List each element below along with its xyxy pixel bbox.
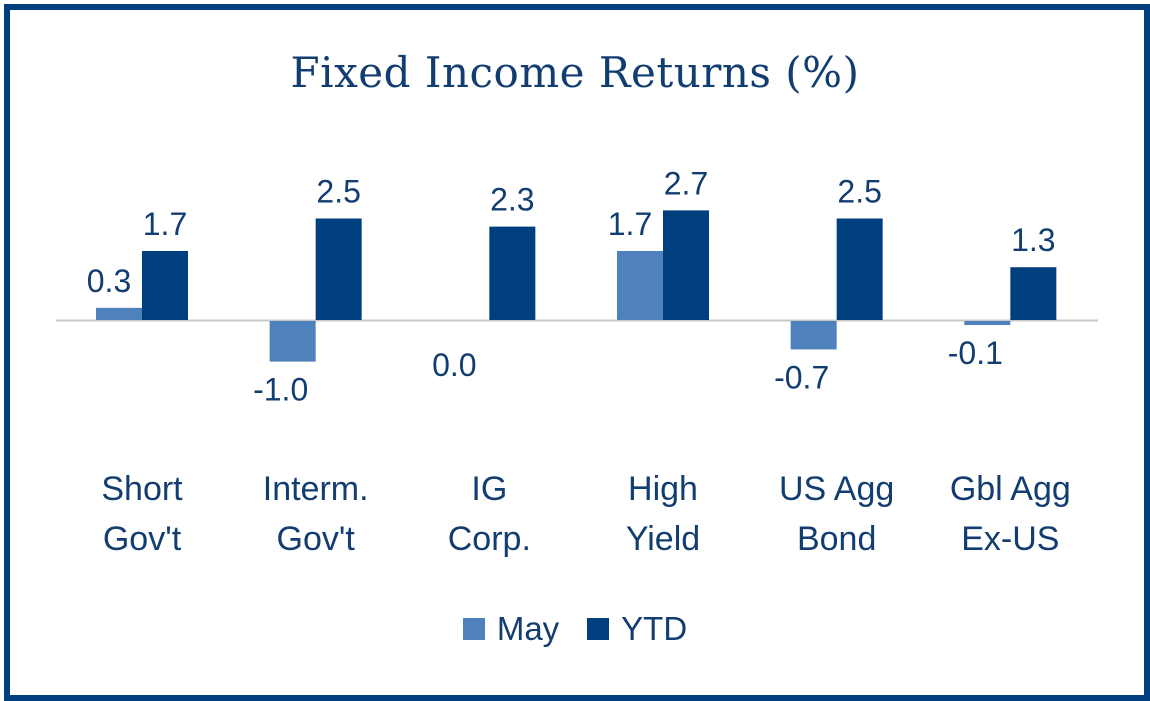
data-label-ytd-1: 2.5: [316, 174, 360, 210]
data-label-ytd-0: 1.7: [143, 206, 187, 242]
data-label-may-2: 0.0: [432, 347, 476, 383]
category-label-5-1: Ex-US: [961, 520, 1059, 558]
bar-may-0: [96, 307, 142, 320]
category-label-1-0: Interm.: [263, 470, 369, 508]
category-label-4-0: US Agg: [779, 470, 894, 508]
data-label-may-3: 1.7: [608, 206, 652, 242]
legend-label-may: May: [496, 610, 560, 647]
legend-item-may: May: [462, 610, 560, 648]
data-label-may-1: -1.0: [253, 372, 308, 408]
bar-ytd-5: [1010, 267, 1057, 320]
category-label-5-0: Gbl Agg: [950, 470, 1071, 508]
bar-ytd-1: [315, 218, 362, 320]
category-label-0-1: Gov't: [103, 520, 182, 558]
legend: May YTD: [0, 610, 1150, 648]
data-label-ytd-3: 2.7: [664, 165, 708, 201]
data-label-may-5: -0.1: [948, 335, 1003, 371]
bar-ytd-0: [142, 250, 188, 320]
bar-ytd-4: [836, 218, 883, 320]
bar-may-3: [617, 250, 663, 320]
category-label-3-0: High: [628, 470, 698, 508]
bar-may-5: [964, 321, 1011, 326]
data-label-ytd-4: 2.5: [837, 174, 881, 210]
category-label-2-0: IG: [471, 470, 507, 508]
bar-may-1: [269, 321, 316, 362]
legend-swatch-may: [462, 618, 485, 640]
legend-item-ytd: YTD: [587, 610, 687, 648]
data-label-may-4: -0.7: [774, 359, 829, 395]
legend-swatch-ytd: [587, 618, 610, 640]
category-label-1-1: Gov't: [277, 520, 356, 558]
category-label-3-1: Yield: [626, 520, 700, 558]
data-label-may-0: 0.3: [87, 263, 131, 299]
bar-may-4: [790, 321, 837, 350]
chart-frame: [4, 4, 1150, 701]
data-label-ytd-2: 2.3: [490, 182, 534, 218]
data-label-ytd-5: 1.3: [1011, 222, 1055, 258]
category-label-4-1: Bond: [797, 520, 876, 558]
bar-ytd-2: [489, 226, 536, 320]
legend-label-ytd: YTD: [621, 610, 688, 647]
bar-ytd-3: [663, 210, 709, 320]
category-label-2-1: Corp.: [448, 520, 531, 558]
chart-title: Fixed Income Returns (%): [290, 48, 860, 97]
category-label-0-0: Short: [101, 470, 183, 508]
